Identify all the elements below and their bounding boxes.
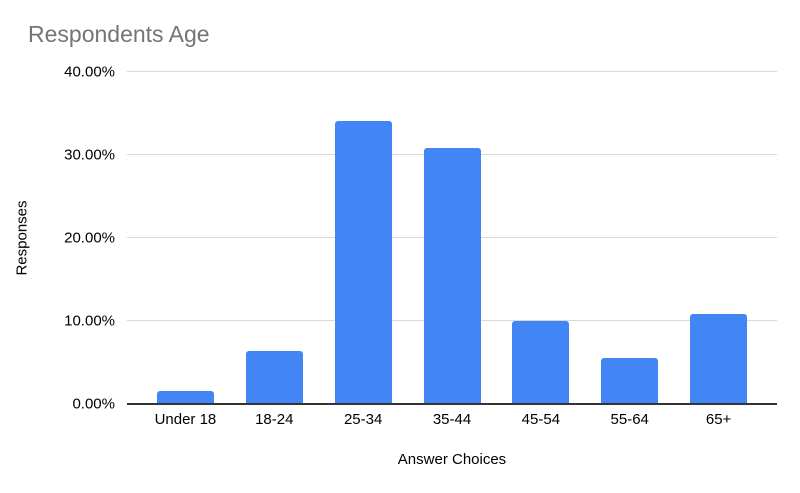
bar-band-25-34 xyxy=(319,72,408,404)
x-tick-label: 25-34 xyxy=(343,411,383,428)
bar xyxy=(601,357,659,404)
x-tick-label: 65+ xyxy=(705,411,732,428)
bar xyxy=(423,148,481,404)
y-tick-label: 20.00% xyxy=(64,229,115,247)
x-tick-label: Under 18 xyxy=(154,411,217,428)
bar-band-45-54 xyxy=(496,72,585,404)
gridline xyxy=(127,71,777,72)
bar-band-65- xyxy=(674,72,763,404)
chart-title: Respondents Age xyxy=(28,21,210,47)
x-tick-label: 18-24 xyxy=(255,411,294,428)
bar xyxy=(690,314,748,404)
bar-band-under-18 xyxy=(141,72,230,404)
y-axis-tick-labels: 0.00% 10.00% 20.00% 30.00% 40.00% xyxy=(0,64,115,413)
x-axis-title: Answer Choices xyxy=(397,451,507,468)
x-tick-label: 45-54 xyxy=(521,411,561,428)
x-axis-tick-labels: Under 18 18-24 25-34 35-44 45-54 55-64 65+ xyxy=(127,411,777,428)
x-tick-label: 35-44 xyxy=(432,411,472,428)
bar-band-35-44 xyxy=(408,72,497,404)
bar-series xyxy=(127,72,777,404)
plot-area xyxy=(127,71,777,405)
x-tick-label: 55-64 xyxy=(610,411,649,428)
bar-band-55-64 xyxy=(585,72,674,404)
bar xyxy=(334,120,392,404)
x-axis-line xyxy=(127,403,777,405)
bar-band-18-24 xyxy=(230,72,319,404)
bar xyxy=(512,321,570,404)
y-tick-label: 0.00% xyxy=(72,395,115,413)
bar xyxy=(245,350,303,404)
y-tick-label: 10.00% xyxy=(64,312,115,330)
y-tick-label: 40.00% xyxy=(64,63,115,81)
bar xyxy=(156,390,214,404)
y-tick-label: 30.00% xyxy=(64,146,115,164)
